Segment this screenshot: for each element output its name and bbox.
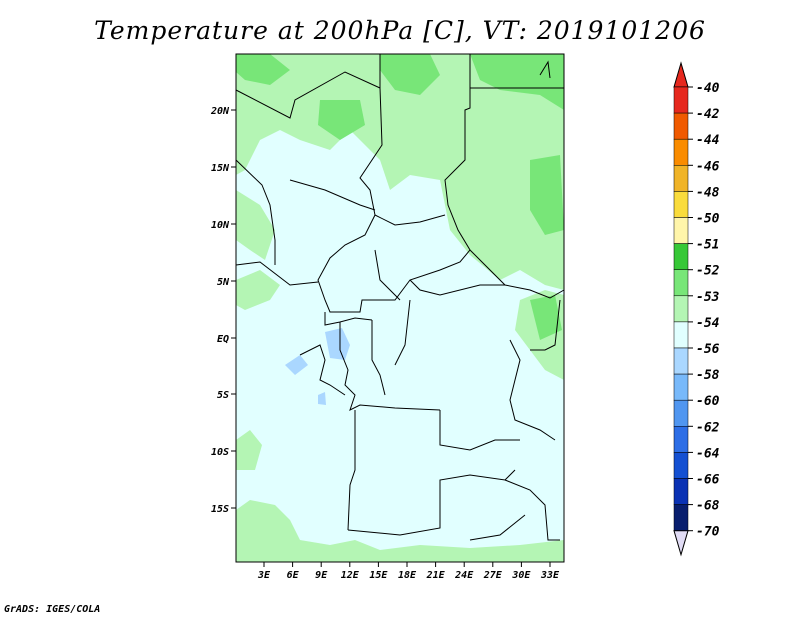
colorbar: -40 -42 -44 -46 -48 -50 -51 -52 -53 -54 -56 -58 -60 -… [673, 61, 720, 557]
colorbar-swatch [673, 295, 689, 323]
colorbar-swatch [673, 112, 689, 140]
lat-tick-label: 10N [211, 220, 230, 231]
colorbar-label: -53 [696, 290, 720, 305]
colorbar-label: -54 [696, 316, 720, 331]
colorbar-label: -48 [696, 185, 720, 200]
colorbar-label: -66 [696, 473, 720, 488]
colorbar-top-arrow [673, 61, 689, 88]
colorbar-label: -56 [696, 342, 720, 357]
colorbar-swatch [673, 191, 689, 218]
lon-tick-label: 27E [483, 570, 503, 581]
colorbar-swatch [673, 504, 689, 531]
lon-tick-label: 24E [454, 570, 474, 581]
colorbar-bottom-arrow [673, 530, 689, 557]
colorbar-swatch [673, 217, 689, 244]
map-title: Temperature at 200hPa [C], VT: 201910120… [94, 16, 706, 45]
colorbar-swatch [673, 426, 689, 453]
colorbar-label: -58 [696, 368, 720, 383]
map-field [236, 54, 564, 562]
lat-tick-label: 5S [217, 390, 229, 401]
colorbar-label: -40 [696, 81, 720, 96]
lon-tick-label: 30E [511, 570, 531, 581]
lon-tick-label: 21E [426, 570, 446, 581]
colorbar-label: -60 [696, 394, 720, 409]
lat-tick-label: EQ [217, 334, 229, 345]
colorbar-label: -46 [696, 159, 720, 174]
colorbar-swatch [673, 373, 689, 401]
colorbar-swatch [673, 452, 689, 479]
colorbar-label: -51 [696, 238, 719, 253]
colorbar-label: -50 [696, 212, 720, 227]
lat-tick-label: 20N [210, 106, 230, 117]
map-frame [235, 53, 565, 563]
colorbar-swatch [673, 321, 689, 349]
colorbar-swatch [673, 269, 689, 297]
colorbar-label: -62 [696, 420, 720, 435]
map-borders [235, 54, 565, 541]
lat-tick-label: 5N [217, 277, 230, 288]
colorbar-swatch [673, 243, 689, 270]
lon-tick-label: 18E [398, 570, 417, 581]
colorbar-swatch [673, 399, 689, 427]
colorbar-swatch [673, 138, 689, 166]
colorbar-swatch [673, 165, 689, 192]
colorbar-swatch [673, 347, 689, 375]
lat-tick-label: 15S [211, 504, 229, 515]
lat-tick-label: 10S [211, 447, 229, 458]
colorbar-label: -42 [696, 107, 720, 122]
credit-label: GrADS: IGES/COLA [4, 604, 101, 615]
colorbar-swatch [673, 86, 689, 114]
lon-tick-label: 12E [341, 570, 360, 581]
lon-tick-label: 33E [540, 570, 560, 581]
colorbar-label: -68 [696, 499, 720, 514]
lat-tick-label: 15N [211, 163, 230, 174]
lon-tick-label: 6E [287, 570, 300, 581]
colorbar-label: -64 [696, 446, 720, 461]
latitude-axis: 20N 15N 10N 5N EQ 5S 10S 15S [210, 106, 236, 515]
lon-tick-label: 3E [257, 570, 271, 581]
lon-tick-label: 9E [315, 570, 328, 581]
colorbar-label: -52 [696, 264, 720, 279]
colorbar-label: -70 [696, 525, 720, 540]
lon-tick-label: 15E [369, 570, 388, 581]
colorbar-label: -44 [696, 133, 720, 148]
colorbar-swatch [673, 478, 689, 505]
longitude-axis: 3E 6E 9E 12E 15E 18E 21E 24E 27E 30E 33E [257, 562, 560, 581]
